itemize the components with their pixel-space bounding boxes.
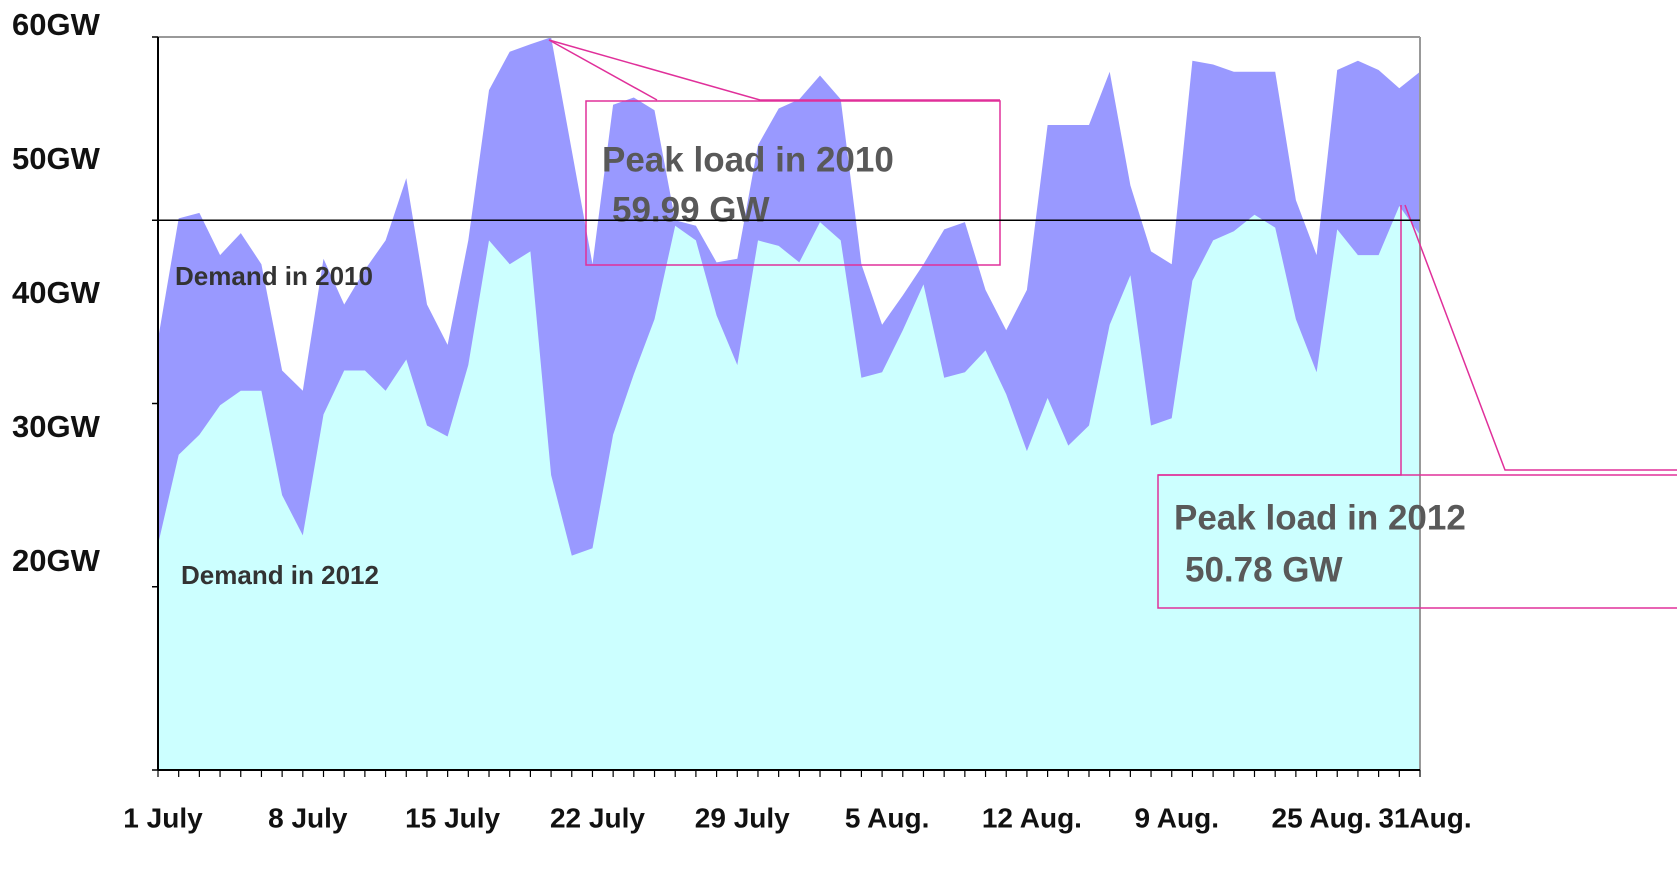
x-tick-label: 9 Aug. bbox=[1134, 802, 1219, 833]
annotation: Peak load in 2010 bbox=[602, 140, 894, 179]
callout-line bbox=[548, 39, 658, 101]
x-tick-label: 22 July bbox=[550, 802, 645, 833]
x-tick-label: 5 Aug. bbox=[845, 802, 930, 833]
y-tick-label: 60GW bbox=[12, 7, 101, 42]
area bbox=[158, 206, 1420, 770]
y-tick-label: 50GW bbox=[12, 141, 101, 176]
callout-box bbox=[585, 100, 1001, 266]
y-tick-label: 30GW bbox=[12, 409, 101, 444]
series-label: Demand in 2012 bbox=[181, 560, 379, 590]
callout-line bbox=[548, 39, 1000, 101]
x-tick-label: 15 July bbox=[405, 802, 500, 833]
y-tick-label: 40GW bbox=[12, 275, 101, 310]
annotation: 59.99 GW bbox=[612, 190, 770, 229]
x-tick-label: 31Aug. bbox=[1378, 802, 1471, 833]
x-tick-label: 25 Aug. bbox=[1272, 802, 1372, 833]
x-tick-label: 29 July bbox=[695, 802, 790, 833]
callout-box bbox=[1157, 474, 1677, 609]
y-tick-label: 20GW bbox=[12, 543, 101, 578]
callouts bbox=[548, 39, 1677, 609]
annotation: Peak load in 2012 bbox=[1174, 498, 1466, 537]
annotation: 50.78 GW bbox=[1185, 550, 1343, 589]
x-tick-label: 1 July bbox=[123, 802, 203, 833]
callout-line bbox=[1404, 204, 1677, 471]
series-label: Demand in 2010 bbox=[175, 261, 373, 291]
x-tick-label: 12 Aug. bbox=[982, 802, 1082, 833]
x-tick-label: 8 July bbox=[268, 802, 348, 833]
